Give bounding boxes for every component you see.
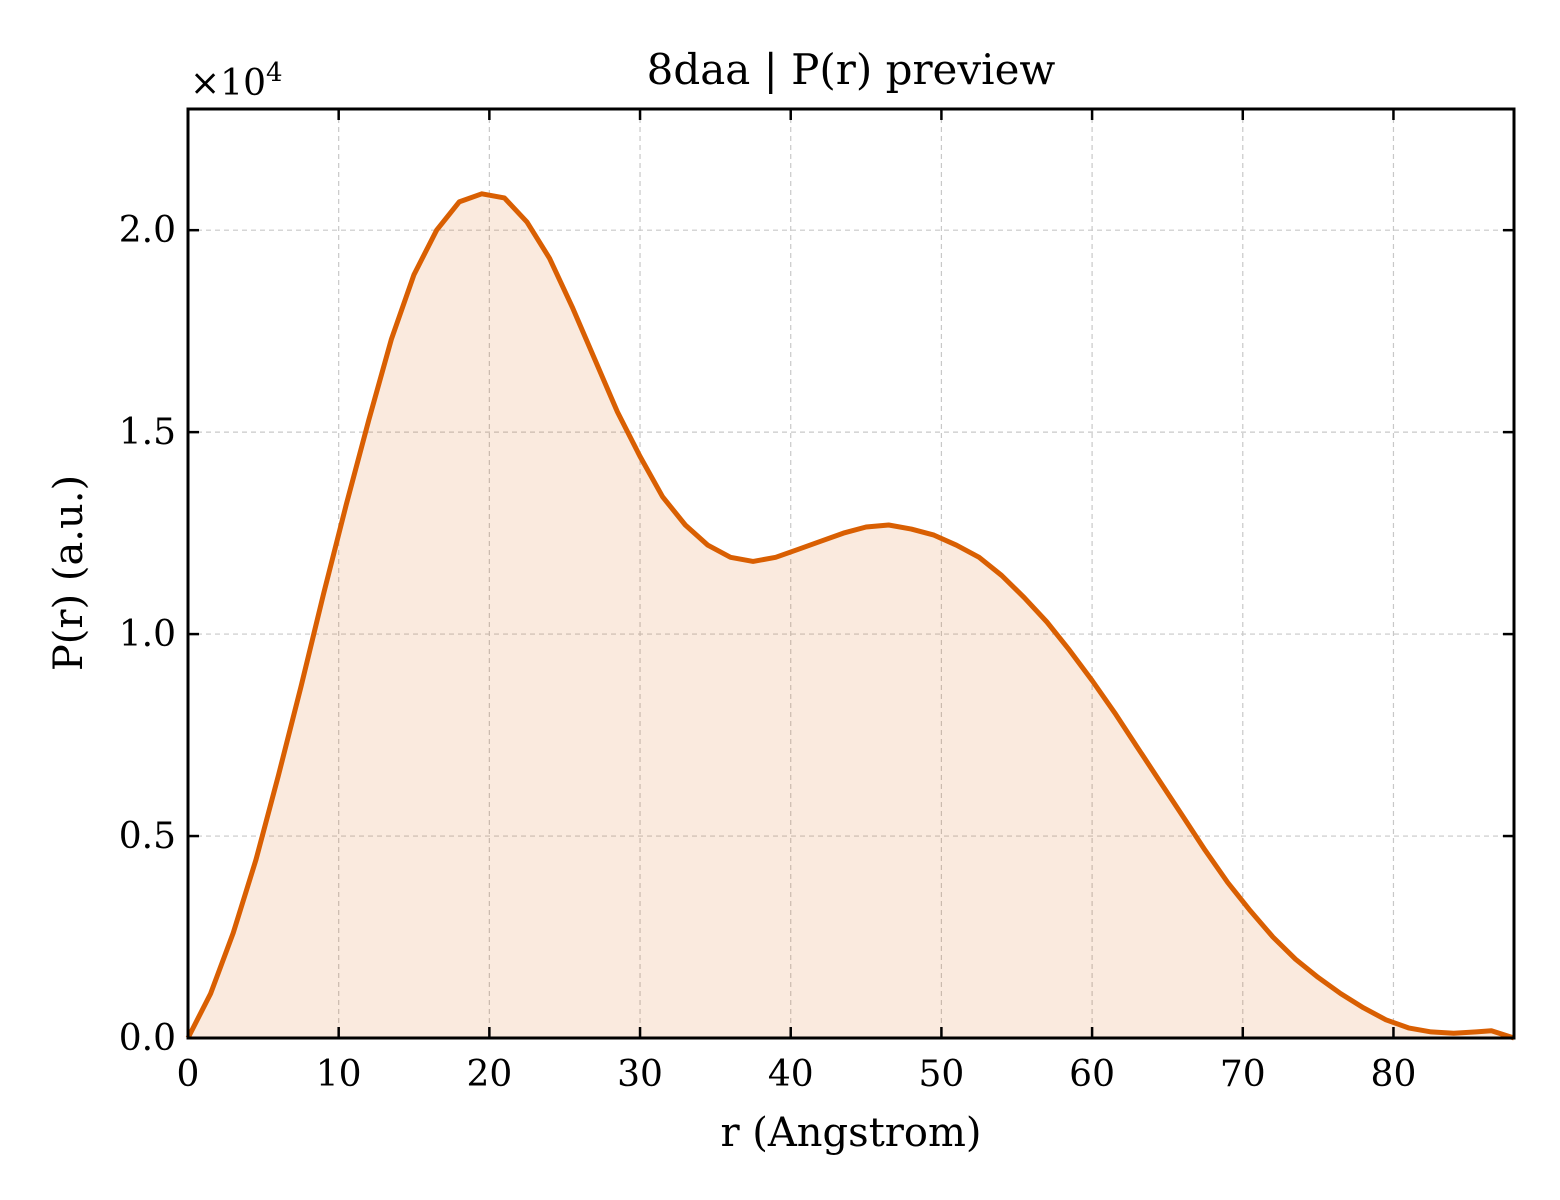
x-axis-ticks: 0 10 20 30 40 50 60 70 80 [177, 109, 1417, 1095]
x-axis-label: r (Angstrom) [720, 1110, 981, 1156]
chart-title: 8daa | P(r) preview [647, 45, 1056, 94]
y-axis-label: P(r) (a.u.) [46, 475, 92, 671]
y-axis-ticks: 0.0 0.5 1.0 1.5 2.0 [119, 210, 1514, 1059]
x-tick-label: 50 [919, 1054, 965, 1095]
y-tick-label: 1.5 [119, 412, 176, 453]
y-tick-label: 2.0 [119, 210, 176, 251]
grid-lines [188, 109, 1514, 1038]
y-multiplier-exponent: 4 [266, 58, 283, 88]
y-tick-label: 0.0 [119, 1018, 176, 1059]
x-tick-label: 60 [1069, 1054, 1115, 1095]
y-tick-label: 0.5 [119, 816, 176, 857]
y-multiplier-base: ×10 [190, 63, 266, 104]
x-tick-label: 40 [768, 1054, 814, 1095]
plot-frame [186, 107, 1516, 1040]
x-tick-label: 30 [617, 1054, 663, 1095]
pr-curve [185, 191, 1515, 1041]
x-tick-label: 0 [177, 1054, 200, 1095]
x-tick-label: 10 [316, 1054, 362, 1095]
x-tick-label: 70 [1220, 1054, 1266, 1095]
x-tick-label: 80 [1371, 1054, 1417, 1095]
y-multiplier: ×104 [190, 58, 283, 104]
pr-area-fill [188, 193, 1514, 1039]
y-tick-label: 1.0 [119, 614, 176, 655]
x-tick-label: 20 [466, 1054, 512, 1095]
